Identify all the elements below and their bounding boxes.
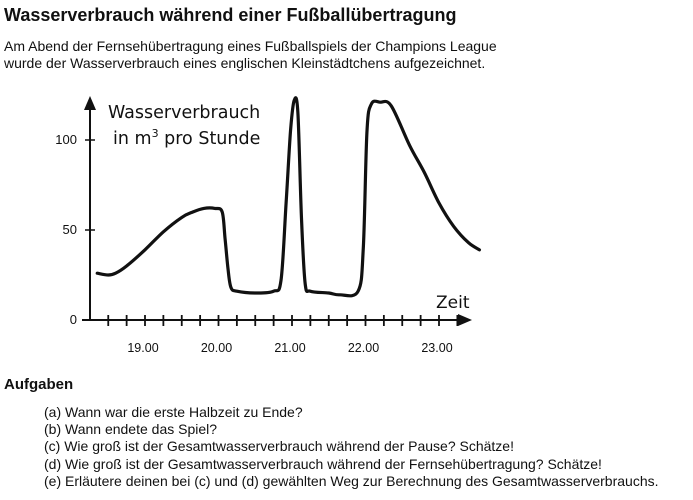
page-title: Wasserverbrauch während einer Fußballübe… xyxy=(4,5,457,25)
consumption-line xyxy=(95,96,481,298)
task-item-e: (e) Erläutere deinen bei (c) und (d) gew… xyxy=(44,472,659,489)
chart-labels: 0 50 100 19.00 20.00 21.00 22.00 23.00 xyxy=(55,132,452,355)
intro-line-2: wurde der Wasserverbrauch eines englisch… xyxy=(4,55,486,71)
tasks-heading: Aufgaben xyxy=(4,376,74,393)
x-axis-label: Zeit xyxy=(436,293,470,313)
x-tick-label-23.00: 23.00 xyxy=(421,341,452,355)
water-consumption-chart: 0 50 100 19.00 20.00 21.00 22.00 23.00 Wasserve… xyxy=(55,96,481,355)
tasks-list: (a) Wann war die erste Halbzeit zu Ende?… xyxy=(44,404,659,490)
task-item-a: (a) Wann war die erste Halbzeit zu Ende? xyxy=(44,404,303,420)
x-tick-label-20.00: 20.00 xyxy=(201,341,232,355)
y-axis-arrow xyxy=(84,96,96,110)
x-tick-label-22.00: 22.00 xyxy=(348,341,379,355)
x-tick-label-19.00: 19.00 xyxy=(127,341,158,355)
y-tick-label-0: 0 xyxy=(70,312,77,327)
task-item-d: (d) Wie groß ist der Gesamtwasserverbrau… xyxy=(44,455,602,472)
y-tick-label-100: 100 xyxy=(55,132,77,147)
intro-text: Am Abend der Fernsehübertragung eines Fu… xyxy=(4,38,564,72)
x-tick-label-21.00: 21.00 xyxy=(274,341,305,355)
y-axis-label-line-1: Wasserverbrauch xyxy=(108,103,260,123)
x-axis-arrow xyxy=(458,314,472,326)
task-item-b: (b) Wann endete das Spiel? xyxy=(44,421,218,438)
chart-ticks xyxy=(85,139,459,326)
intro-line-1: Am Abend der Fernsehübertragung eines Fu… xyxy=(4,38,497,54)
y-tick-label-50: 50 xyxy=(63,222,77,237)
y-axis-label-line-2: in m3 pro Stunde xyxy=(113,127,260,149)
task-item-c: (c) Wie groß ist der Gesamtwasserverbrau… xyxy=(44,438,514,455)
